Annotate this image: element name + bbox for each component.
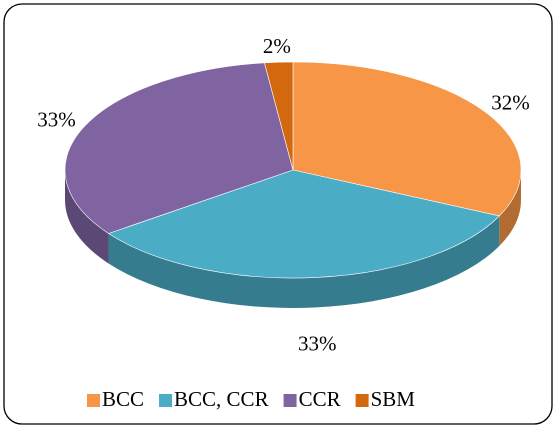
slice-side xyxy=(499,170,521,246)
data-label: 2% xyxy=(263,34,291,58)
slice-side xyxy=(108,215,500,308)
slice xyxy=(107,169,500,279)
slice-side xyxy=(65,170,109,264)
data-label: 33% xyxy=(37,107,76,131)
legend-swatch xyxy=(283,394,297,407)
legend-label: CCR xyxy=(299,387,341,411)
slice xyxy=(292,61,522,217)
legend-label: BCC xyxy=(102,387,144,411)
legend-swatch xyxy=(87,394,100,407)
slice xyxy=(64,62,294,234)
legend-swatch xyxy=(355,394,369,407)
legend-label: BCC, CCR xyxy=(174,387,269,411)
slice xyxy=(264,61,294,171)
data-label: 33% xyxy=(298,331,337,355)
legend-label: SBM xyxy=(371,387,416,411)
legend-swatch xyxy=(159,394,173,407)
data-label: 32% xyxy=(491,90,530,114)
